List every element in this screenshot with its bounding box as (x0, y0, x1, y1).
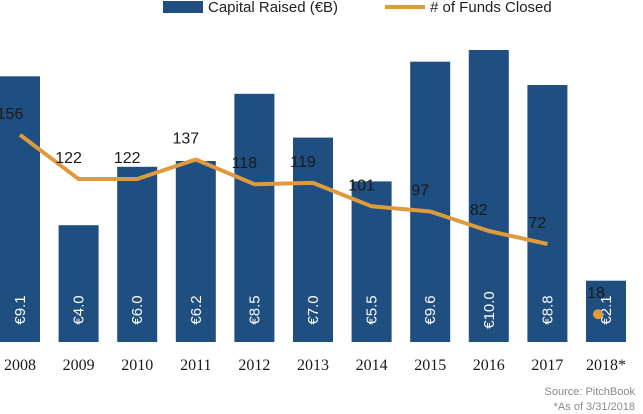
x-tick-label: 2008 (4, 357, 36, 374)
bar-2018* (586, 280, 626, 342)
bar-value-label: €2.1 (598, 295, 615, 324)
x-tick-label: 2014 (356, 357, 388, 374)
bar-value-label: €8.8 (539, 295, 556, 324)
funds-count-label: 122 (114, 150, 141, 167)
bar-value-label: €9.6 (422, 295, 439, 324)
x-tick-label: 2015 (414, 357, 446, 374)
legend-label-capital: Capital Raised (€B) (208, 0, 338, 16)
x-tick-label: 2009 (63, 357, 95, 374)
bar-2015 (410, 61, 451, 342)
x-tick-label: 2010 (121, 357, 153, 374)
funds-count-label: 156 (0, 106, 23, 123)
funds-count-label: 97 (411, 183, 429, 200)
bar-value-label: €6.2 (188, 295, 205, 324)
bar-2011 (175, 161, 216, 342)
bar-2008 (0, 76, 40, 343)
legend-swatch-capital (163, 1, 203, 13)
funds-count-label: 82 (470, 202, 488, 219)
x-tick-label: 2013 (297, 357, 329, 374)
x-axis-ticks: 2008 2009 2010 2011 2012 2013 2014 2015 2016 2017… (4, 357, 626, 374)
bar-value-label: €4.0 (71, 295, 88, 324)
x-tick-label: 2016 (473, 357, 505, 374)
x-tick-label: 2012 (238, 357, 270, 374)
x-tick-label: 2017 (531, 357, 563, 374)
x-tick-label: 2011 (180, 357, 211, 374)
bar-value-label: €5.5 (364, 295, 381, 324)
funds-line (18, 133, 548, 246)
funds-count-label: 101 (348, 177, 375, 194)
funds-count-label: 118 (232, 155, 258, 172)
bar-value-label: €8.5 (246, 295, 263, 324)
bar-2009 (58, 225, 99, 342)
x-tick-label: 2018* (586, 357, 626, 374)
bar-value-label: €10.0 (481, 291, 498, 329)
bar-value-labels: €9.1 €4.0 €6.0 €6.2 €8.5 €7.0 €5.5 €9.6 €10.0 €8.… (12, 291, 615, 329)
bar-value-label: €9.1 (12, 295, 29, 324)
funds-count-label: 72 (529, 215, 547, 232)
funds-count-label: 122 (55, 150, 82, 167)
funds-count-label: 137 (172, 131, 199, 148)
bar-value-label: €6.0 (129, 295, 146, 324)
bar-2017 (527, 85, 568, 342)
legend: Capital Raised (€B) # of Funds Closed (163, 0, 552, 16)
funds-points (593, 309, 603, 320)
funds-count-label: 18 (587, 285, 605, 302)
bar-2013 (293, 137, 333, 342)
footnote: *As of 3/31/2018 (554, 401, 635, 413)
funds-count-labels: 156 122 122 137 118 119 101 97 82 72 18 (0, 106, 605, 302)
funds-point-2018 (593, 309, 603, 320)
source-note: Source: PitchBook (545, 386, 636, 398)
funds-count-label: 119 (290, 154, 316, 171)
bar-2012 (234, 93, 275, 342)
bar-2010 (117, 166, 158, 342)
bars (0, 50, 626, 343)
legend-label-funds: # of Funds Closed (430, 0, 552, 16)
bar-value-label: €7.0 (305, 295, 322, 324)
bar-2016 (468, 50, 509, 342)
